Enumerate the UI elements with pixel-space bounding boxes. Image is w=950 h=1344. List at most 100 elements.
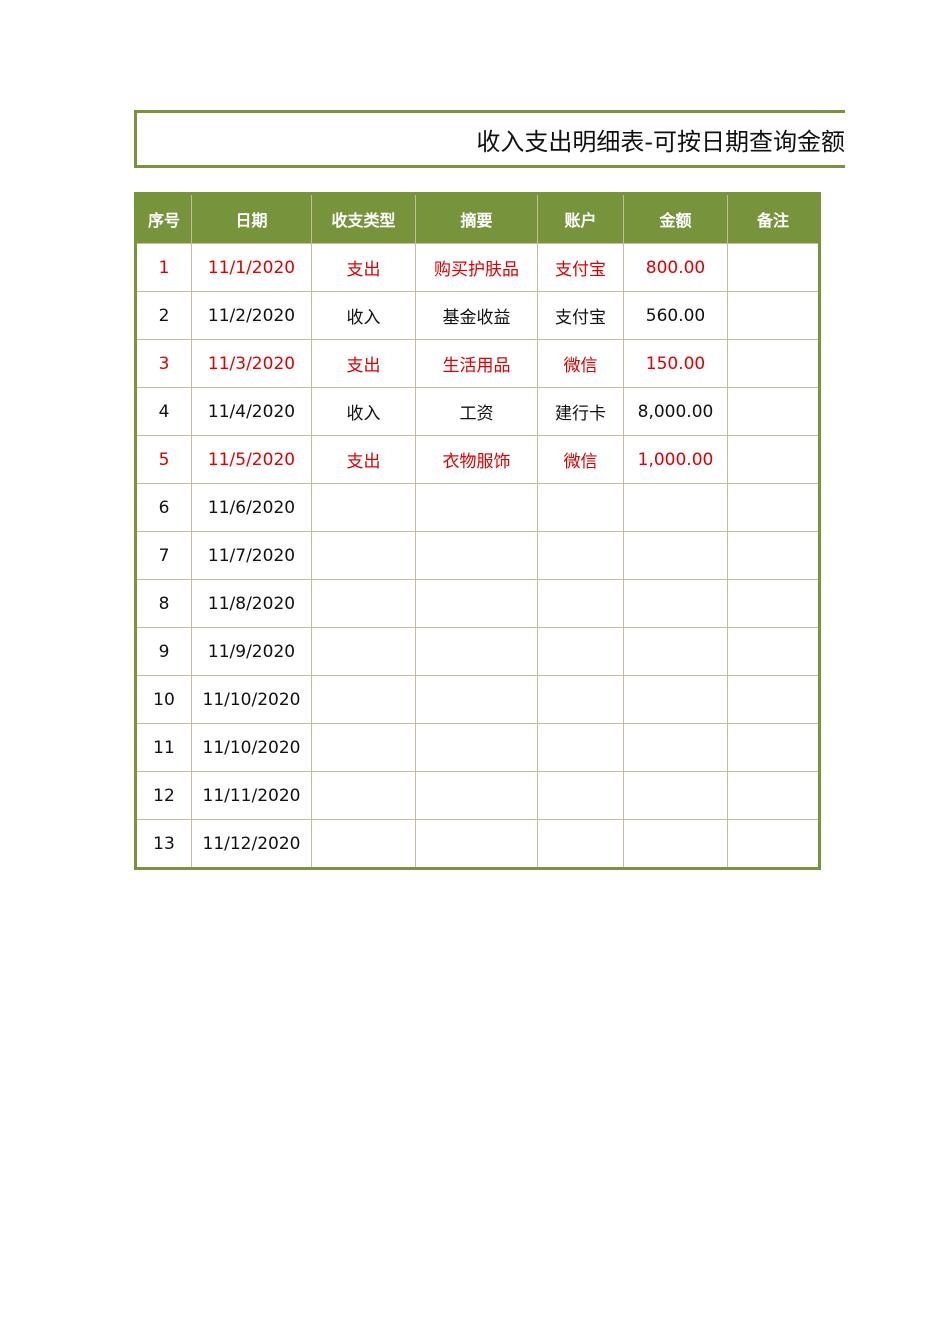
cell-amount[interactable] — [623, 627, 728, 676]
cell-summary[interactable] — [415, 531, 538, 580]
cell-account[interactable]: 支付宝 — [537, 243, 624, 292]
cell-type[interactable] — [311, 675, 416, 724]
cell-type[interactable] — [311, 531, 416, 580]
cell-note[interactable] — [727, 627, 820, 676]
table-row: 8 11/8/2020 — [135, 579, 820, 628]
cell-account[interactable] — [537, 579, 624, 628]
cell-note[interactable] — [727, 291, 820, 340]
cell-no[interactable]: 5 — [135, 435, 192, 484]
cell-type[interactable] — [311, 771, 416, 820]
cell-type[interactable] — [311, 483, 416, 532]
table-row: 7 11/7/2020 — [135, 531, 820, 580]
cell-note[interactable] — [727, 531, 820, 580]
cell-account[interactable]: 支付宝 — [537, 291, 624, 340]
cell-date[interactable]: 11/1/2020 — [191, 243, 312, 292]
cell-note[interactable] — [727, 675, 820, 724]
column-header: 摘要 — [415, 193, 538, 244]
cell-account[interactable]: 微信 — [537, 339, 624, 388]
cell-date[interactable]: 11/7/2020 — [191, 531, 312, 580]
cell-amount[interactable] — [623, 483, 728, 532]
cell-type[interactable]: 支出 — [311, 339, 416, 388]
cell-date[interactable]: 11/4/2020 — [191, 387, 312, 436]
cell-amount[interactable]: 560.00 — [623, 291, 728, 340]
cell-no[interactable]: 8 — [135, 579, 192, 628]
cell-amount[interactable]: 800.00 — [623, 243, 728, 292]
cell-amount[interactable]: 150.00 — [623, 339, 728, 388]
cell-summary[interactable]: 购买护肤品 — [415, 243, 538, 292]
cell-no[interactable]: 4 — [135, 387, 192, 436]
cell-account[interactable] — [537, 819, 624, 869]
cell-type[interactable]: 收入 — [311, 291, 416, 340]
cell-summary[interactable]: 衣物服饰 — [415, 435, 538, 484]
cell-amount[interactable] — [623, 771, 728, 820]
cell-note[interactable] — [727, 387, 820, 436]
cell-date[interactable]: 11/10/2020 — [191, 723, 312, 772]
cell-summary[interactable]: 工资 — [415, 387, 538, 436]
cell-date[interactable]: 11/11/2020 — [191, 771, 312, 820]
cell-date[interactable]: 11/2/2020 — [191, 291, 312, 340]
cell-amount[interactable] — [623, 675, 728, 724]
cell-account[interactable] — [537, 483, 624, 532]
cell-no[interactable]: 10 — [135, 675, 192, 724]
cell-note[interactable] — [727, 819, 820, 869]
cell-amount[interactable] — [623, 723, 728, 772]
cell-type[interactable]: 支出 — [311, 243, 416, 292]
cell-no[interactable]: 12 — [135, 771, 192, 820]
cell-summary[interactable] — [415, 723, 538, 772]
cell-summary[interactable] — [415, 483, 538, 532]
cell-date[interactable]: 11/10/2020 — [191, 675, 312, 724]
cell-account[interactable] — [537, 531, 624, 580]
cell-no[interactable]: 7 — [135, 531, 192, 580]
cell-note[interactable] — [727, 723, 820, 772]
cell-note[interactable] — [727, 579, 820, 628]
cell-note[interactable] — [727, 771, 820, 820]
cell-no[interactable]: 1 — [135, 243, 192, 292]
cell-note[interactable] — [727, 339, 820, 388]
cell-summary[interactable]: 基金收益 — [415, 291, 538, 340]
cell-amount[interactable] — [623, 579, 728, 628]
cell-summary[interactable] — [415, 627, 538, 676]
cell-account[interactable] — [537, 675, 624, 724]
table-row: 10 11/10/2020 — [135, 675, 820, 724]
cell-account[interactable] — [537, 627, 624, 676]
cell-type[interactable] — [311, 723, 416, 772]
cell-no[interactable]: 3 — [135, 339, 192, 388]
cell-no[interactable]: 6 — [135, 483, 192, 532]
cell-no[interactable]: 9 — [135, 627, 192, 676]
cell-amount[interactable]: 1,000.00 — [623, 435, 728, 484]
cell-summary[interactable] — [415, 675, 538, 724]
title-box: 收入支出明细表-可按日期查询金额 — [134, 110, 845, 168]
cell-summary[interactable] — [415, 819, 538, 869]
cell-type[interactable]: 收入 — [311, 387, 416, 436]
cell-type[interactable] — [311, 579, 416, 628]
cell-note[interactable] — [727, 243, 820, 292]
cell-summary[interactable]: 生活用品 — [415, 339, 538, 388]
cell-account[interactable]: 微信 — [537, 435, 624, 484]
cell-no[interactable]: 11 — [135, 723, 192, 772]
cell-date[interactable]: 11/5/2020 — [191, 435, 312, 484]
cell-account[interactable] — [537, 771, 624, 820]
cell-no[interactable]: 2 — [135, 291, 192, 340]
cell-account[interactable] — [537, 723, 624, 772]
cell-amount[interactable] — [623, 531, 728, 580]
cell-amount[interactable] — [623, 819, 728, 869]
cell-date[interactable]: 11/9/2020 — [191, 627, 312, 676]
cell-type[interactable] — [311, 627, 416, 676]
cell-amount[interactable]: 8,000.00 — [623, 387, 728, 436]
cell-type[interactable]: 支出 — [311, 435, 416, 484]
cell-summary[interactable] — [415, 771, 538, 820]
table-row: 9 11/9/2020 — [135, 627, 820, 676]
cell-date[interactable]: 11/3/2020 — [191, 339, 312, 388]
cell-date[interactable]: 11/8/2020 — [191, 579, 312, 628]
table-row: 2 11/2/2020 收入 基金收益 支付宝 560.00 — [135, 291, 820, 340]
cell-summary[interactable] — [415, 579, 538, 628]
cell-account[interactable]: 建行卡 — [537, 387, 624, 436]
cell-note[interactable] — [727, 435, 820, 484]
cell-no[interactable]: 13 — [135, 819, 192, 869]
cell-date[interactable]: 11/6/2020 — [191, 483, 312, 532]
cell-date[interactable]: 11/12/2020 — [191, 819, 312, 869]
cell-note[interactable] — [727, 483, 820, 532]
column-header: 序号 — [135, 193, 192, 244]
cell-type[interactable] — [311, 819, 416, 869]
table-row: 4 11/4/2020 收入 工资 建行卡 8,000.00 — [135, 387, 820, 436]
